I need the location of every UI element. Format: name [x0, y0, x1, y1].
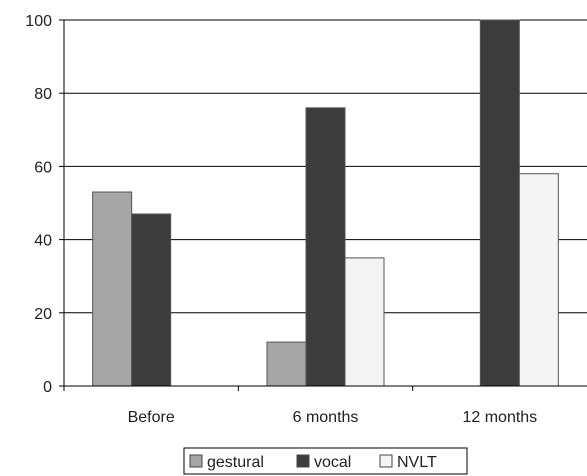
x-tick-label: Before: [128, 409, 175, 426]
y-tick-label: 100: [25, 13, 52, 30]
legend-swatch-gestural: [189, 454, 203, 468]
legend-label-vocal: vocal: [314, 454, 351, 471]
y-tick-label: 0: [43, 379, 52, 396]
x-tick-label: 12 months: [462, 409, 537, 426]
legend-label-nvlt: NVLT: [397, 454, 437, 471]
bar-vocal: [305, 107, 346, 387]
legend-label-gestural: gestural: [207, 454, 264, 471]
x-tick-label: 6 months: [293, 409, 359, 426]
bar-vocal: [131, 213, 172, 387]
legend-swatch-vocal: [296, 454, 310, 468]
legend: gestural vocal NVLT: [183, 447, 468, 475]
y-tick-label: 80: [34, 86, 52, 103]
legend-swatch-nvlt: [379, 454, 393, 468]
y-tick-label: 40: [34, 233, 52, 250]
bar-gestural: [266, 341, 307, 387]
bar-gestural: [92, 191, 133, 387]
bar-vocal: [479, 19, 520, 387]
bars: [92, 19, 559, 387]
axes: 0 20 40 60 80 100 Before 6 months 12 months: [25, 13, 587, 426]
bar-nvlt: [344, 257, 385, 387]
y-tick-label: 60: [34, 159, 52, 176]
legend-box: [183, 447, 468, 475]
y-tick-label: 20: [34, 306, 52, 323]
bar-nvlt: [518, 173, 559, 387]
